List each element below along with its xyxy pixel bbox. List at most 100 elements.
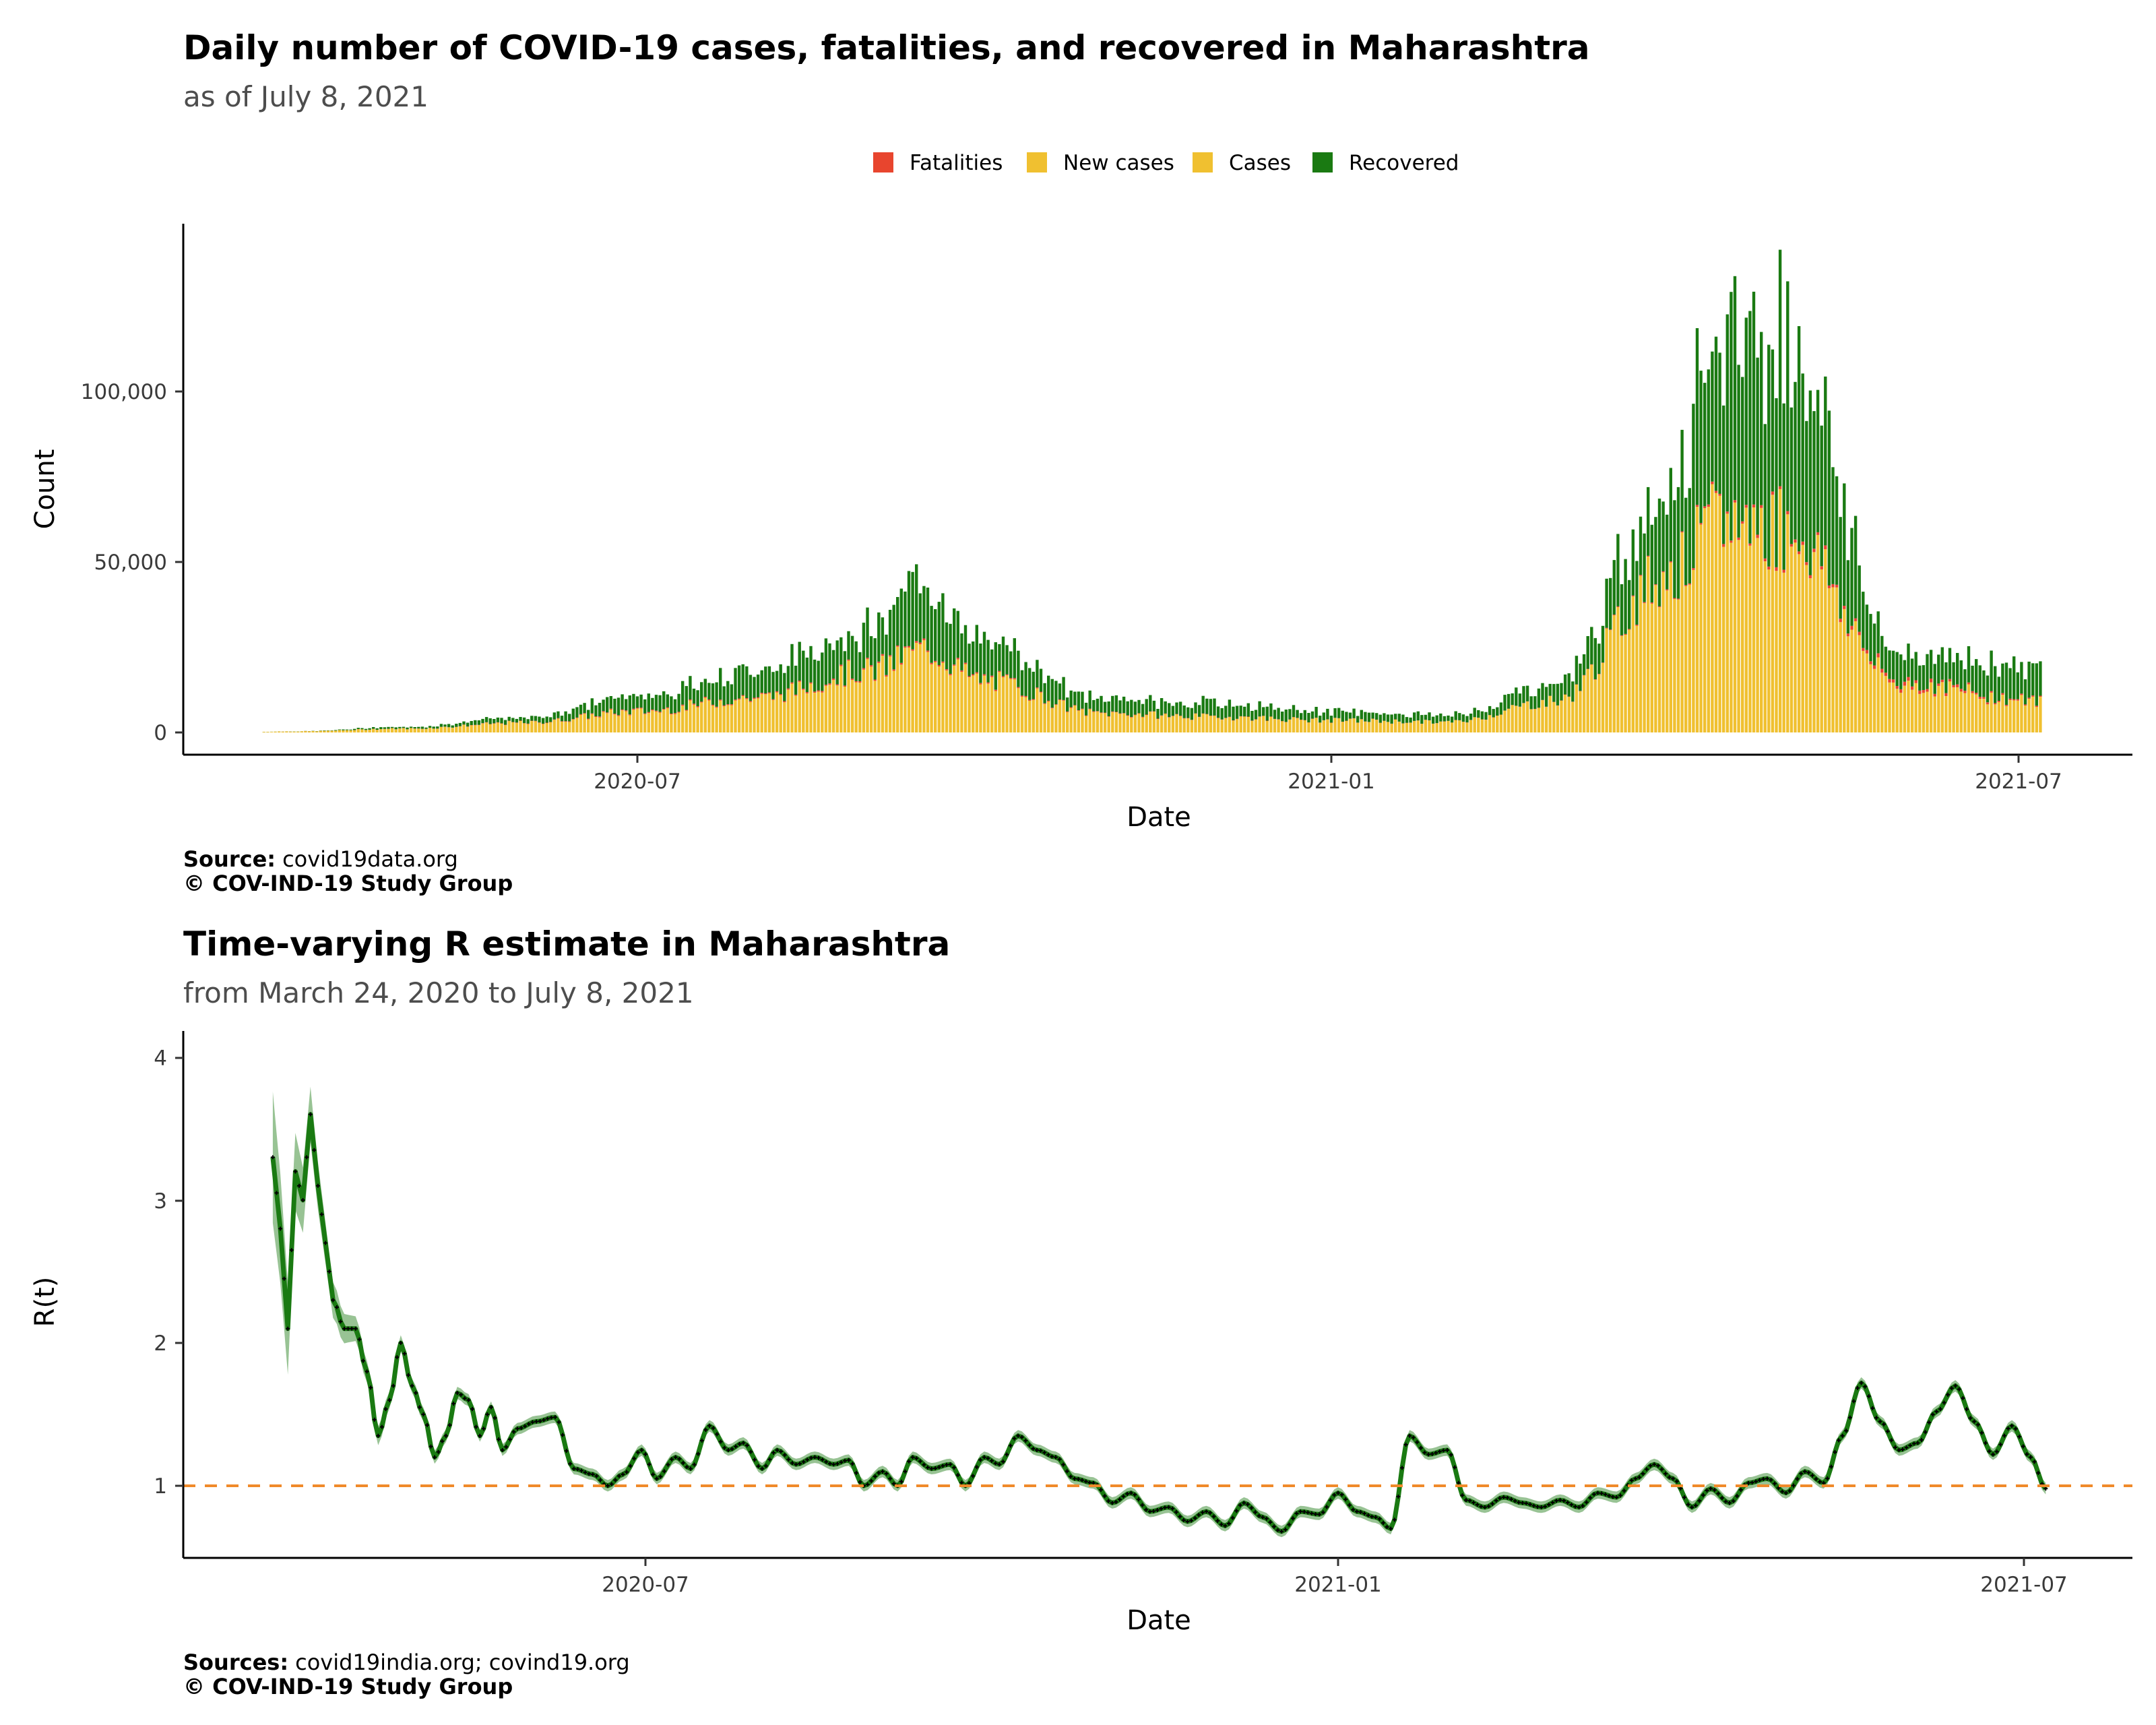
bar-recovered (1322, 712, 1325, 720)
bar-cases (1552, 701, 1556, 732)
bar-recovered (862, 623, 866, 668)
bar-cases (409, 728, 413, 732)
bar-fatalities (1899, 689, 1903, 693)
bar-cases (972, 675, 975, 732)
bar-recovered (394, 727, 398, 730)
bar-recovered (568, 714, 571, 722)
bar-cases (1918, 693, 1922, 732)
bar-cases (1650, 603, 1653, 732)
bar-fatalities (625, 710, 628, 712)
bar-cases (677, 712, 680, 732)
bar-fatalities (503, 724, 507, 726)
bar-cases (334, 730, 338, 732)
bar-cases (1103, 713, 1107, 732)
bar-recovered (409, 726, 413, 728)
bar-cases (496, 722, 500, 732)
y-tick-label: 100,000 (81, 380, 167, 404)
bar-recovered (1657, 498, 1661, 606)
bar-recovered (1763, 424, 1767, 559)
bar-recovered (477, 720, 481, 725)
bar-fatalities (1808, 575, 1812, 579)
bar-cases (1948, 681, 1952, 732)
bar-cases (1356, 722, 1360, 732)
bar-recovered (1586, 636, 1589, 669)
bar-recovered (1688, 488, 1691, 584)
bar-cases (1647, 557, 1650, 732)
bar-cases (625, 711, 628, 732)
bar-recovered (722, 686, 726, 705)
bar-fatalities (892, 669, 895, 671)
bar-cases (1680, 532, 1684, 732)
bar-cases (1224, 718, 1228, 732)
bar-fatalities (1669, 561, 1672, 563)
bar-cases (1699, 524, 1703, 732)
bar-recovered (564, 711, 567, 722)
bar-cases (1579, 691, 1582, 732)
bar-fatalities (628, 714, 631, 716)
bar-recovered (356, 728, 360, 729)
bar-cases (1431, 724, 1435, 732)
bar-cases (1058, 699, 1062, 732)
bar-recovered (1484, 712, 1488, 720)
bar-recovered (470, 721, 473, 725)
bar-cases (1914, 683, 1917, 732)
bar-recovered (1428, 712, 1431, 720)
bar-cases (1869, 664, 1872, 732)
bar-recovered (854, 641, 858, 681)
bar-cases (647, 713, 650, 732)
bar-recovered (764, 666, 767, 693)
bar-recovered (538, 716, 541, 723)
bar-recovered (1563, 675, 1567, 695)
bar-fatalities (1654, 584, 1657, 586)
bar-cases (1292, 717, 1296, 732)
bar-fatalities (1032, 699, 1035, 700)
bar-recovered (1967, 646, 1971, 683)
bar-cases (1831, 587, 1835, 732)
bar-recovered (406, 727, 409, 730)
bar-cases (1477, 718, 1480, 732)
bar-recovered (1307, 713, 1310, 722)
bar-recovered (549, 717, 552, 722)
bar-fatalities (1096, 711, 1100, 712)
bar-recovered (1929, 650, 1933, 679)
bar-fatalities (1605, 627, 1608, 629)
legend-label-cases: Cases (1229, 151, 1291, 175)
bar-recovered (1869, 614, 1872, 662)
bar-cases (1397, 722, 1401, 732)
bar-cases (1028, 701, 1032, 732)
bar-fatalities (1243, 716, 1246, 717)
bar-recovered (956, 610, 959, 658)
bar-recovered (398, 726, 402, 728)
bar-cases (598, 717, 602, 732)
bar-cases (1096, 711, 1100, 732)
bar-recovered (779, 664, 782, 695)
bar-fatalities (1730, 540, 1733, 543)
bar-cases (503, 725, 507, 732)
bar-cases (869, 666, 873, 732)
bar-cases (387, 728, 390, 732)
bar-recovered (462, 721, 466, 725)
bar-cases (941, 662, 945, 732)
bar-cases (455, 727, 458, 732)
bar-recovered (635, 696, 639, 708)
bar-cases (466, 726, 470, 732)
bar-recovered (847, 631, 850, 660)
bar-recovered (1647, 487, 1650, 556)
bar-cases (639, 708, 643, 732)
bar-recovered (552, 712, 556, 720)
bar-recovered (1963, 669, 1967, 691)
bar-cases (1956, 687, 1959, 732)
bar-recovered (330, 730, 334, 731)
bar-recovered (1843, 483, 1846, 606)
bar-cases (587, 719, 590, 732)
bar-fatalities (730, 704, 734, 705)
bar-recovered (1375, 713, 1378, 720)
bar-cases (1284, 722, 1288, 732)
bar-recovered (1326, 708, 1329, 720)
bar-fatalities (474, 724, 477, 726)
bar-cases (1858, 635, 1861, 732)
bar-cases (673, 714, 677, 732)
bar-cases (1020, 696, 1024, 732)
bar-recovered (730, 684, 734, 705)
bar-recovered (703, 679, 707, 697)
